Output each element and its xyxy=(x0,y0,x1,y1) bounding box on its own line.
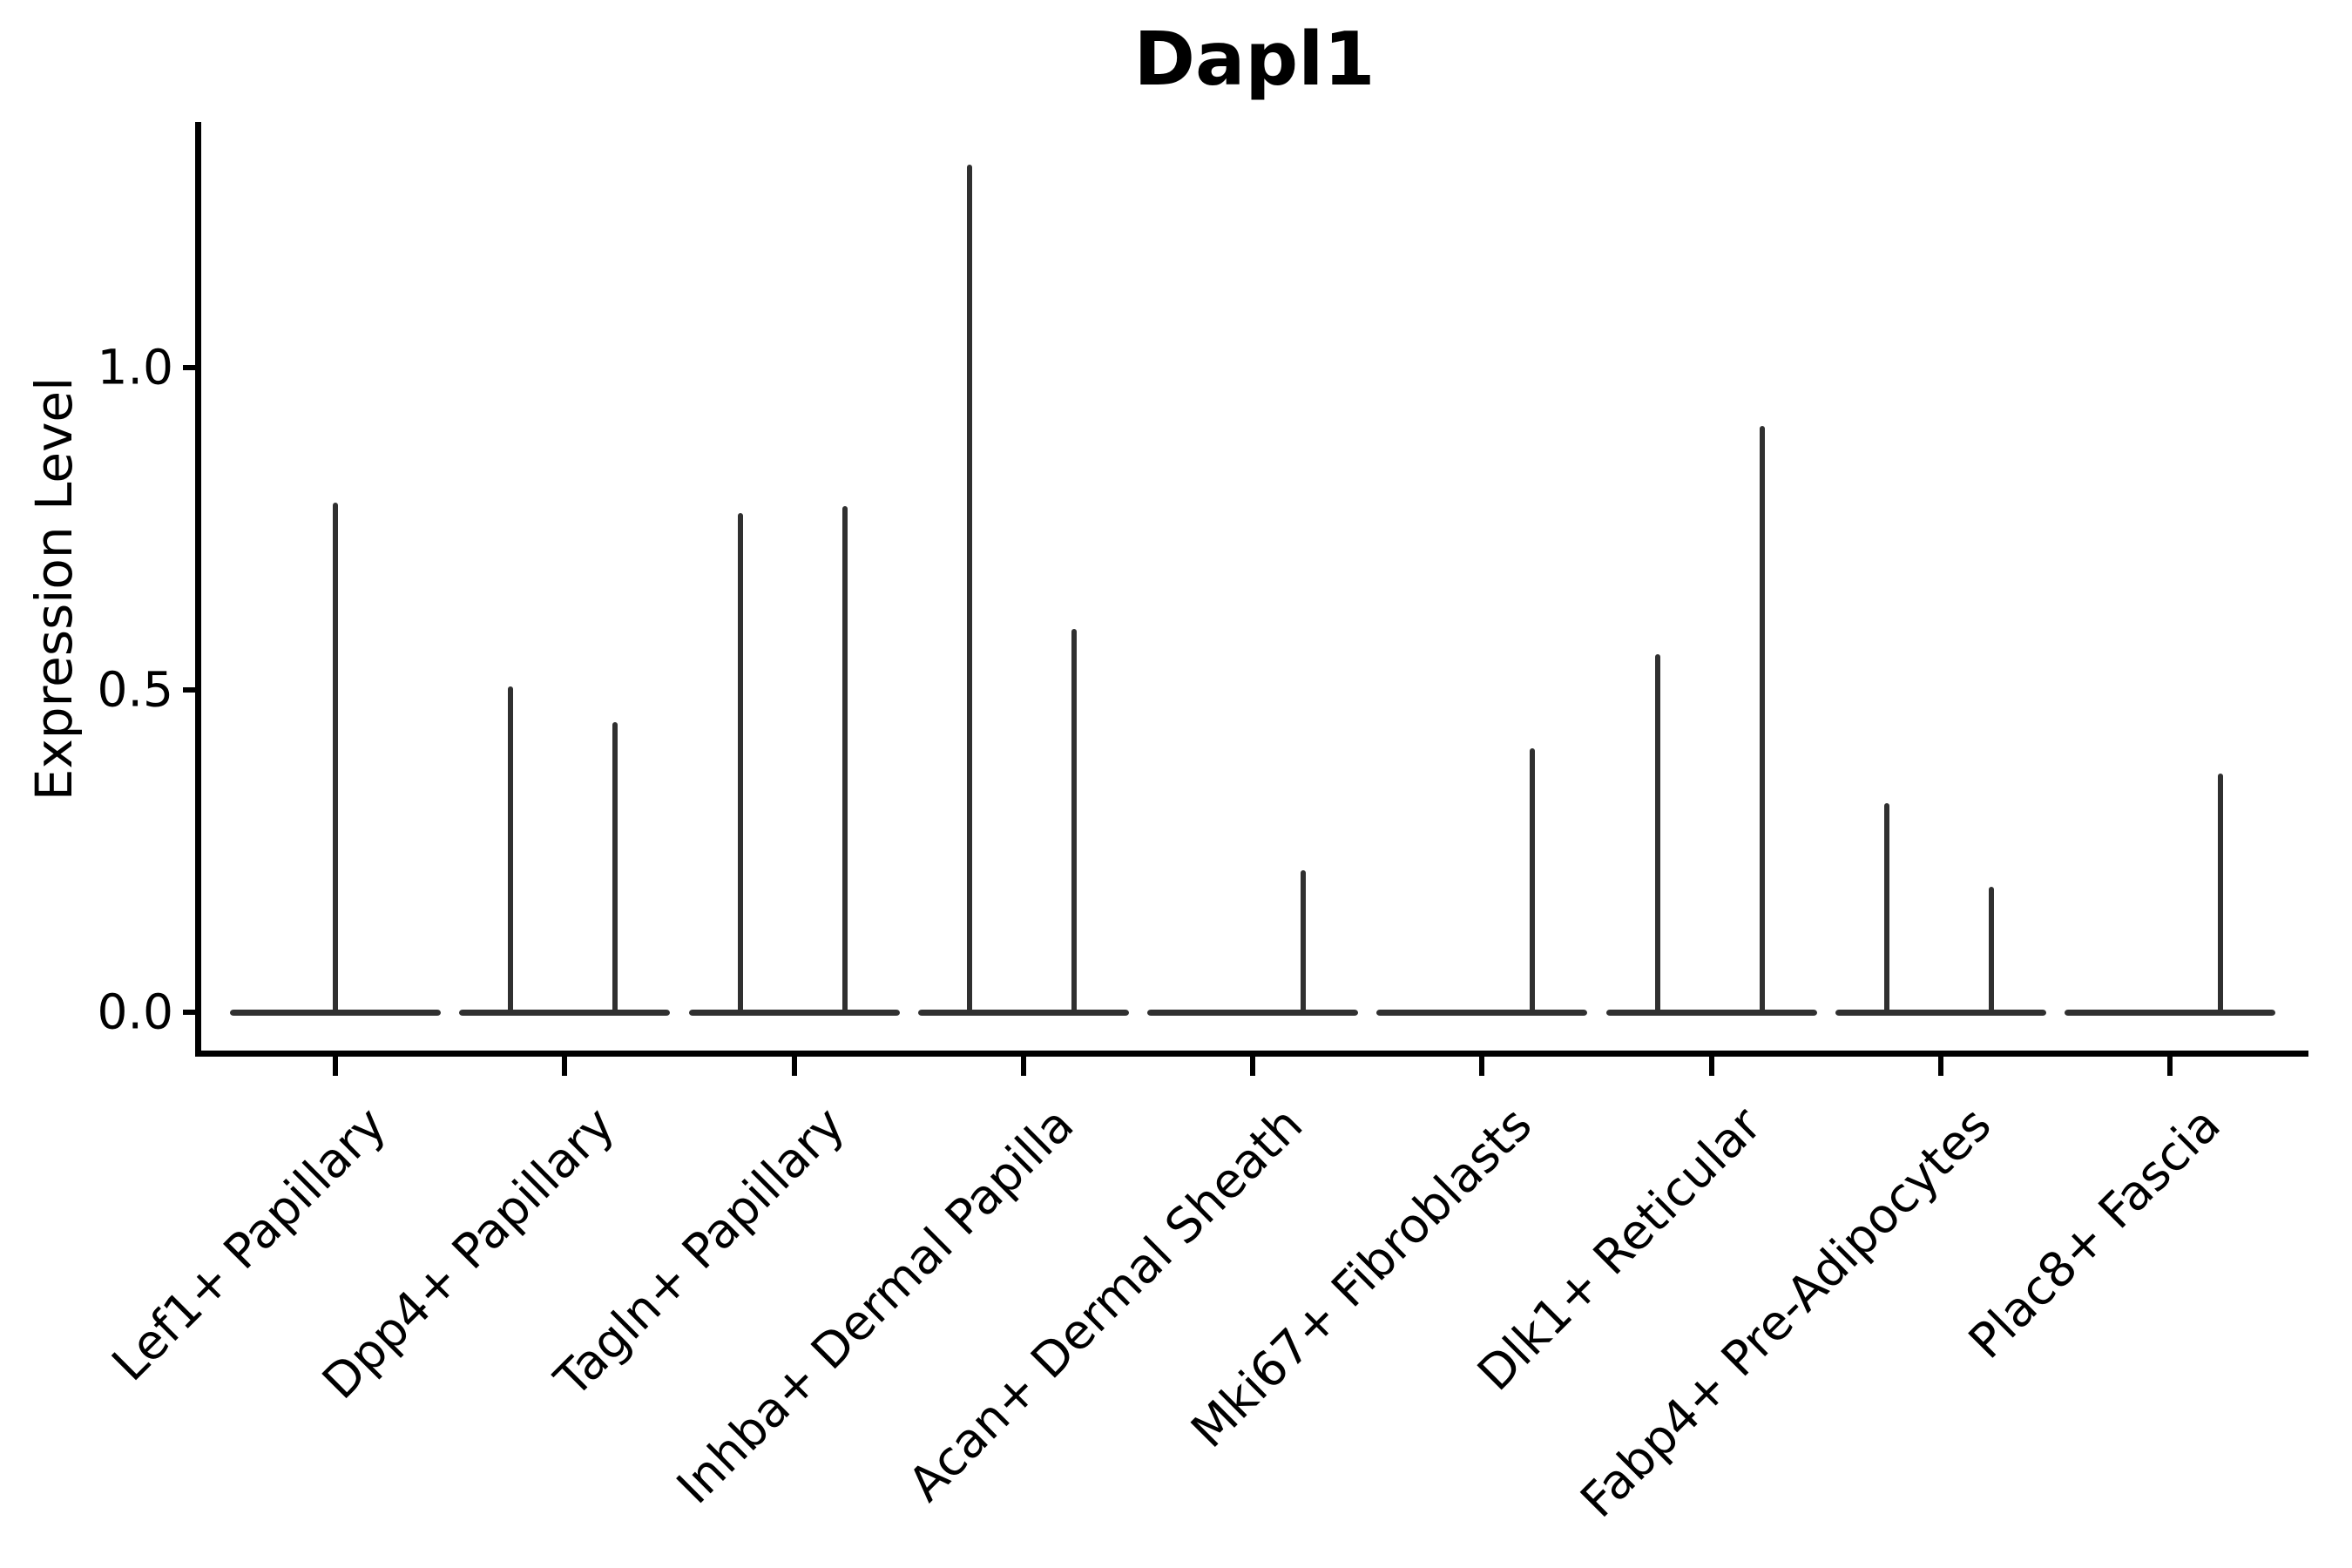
violin-spike xyxy=(2218,774,2223,1015)
y-tick-label: 0.0 xyxy=(97,983,173,1040)
violin-baseline xyxy=(1376,1009,1588,1016)
violin-spike xyxy=(841,506,848,1015)
violin-baseline xyxy=(1835,1009,2046,1016)
violin-spike xyxy=(1988,886,1994,1015)
x-tick-mark xyxy=(1020,1051,1026,1076)
x-tick-mark xyxy=(1479,1051,1485,1076)
violin-spike xyxy=(737,512,743,1015)
violin-baseline xyxy=(2065,1009,2275,1016)
violin-spike xyxy=(508,686,514,1015)
violin-spike xyxy=(966,164,972,1015)
x-tick-mark xyxy=(1250,1051,1255,1076)
x-tick-mark xyxy=(1708,1051,1714,1076)
violin-baseline xyxy=(1147,1009,1358,1016)
x-tick-label: Inhba+ Dermal Papilla xyxy=(666,1096,1085,1515)
violin-spike xyxy=(333,503,338,1015)
x-tick-label: Plac8+ Fascia xyxy=(1957,1096,2231,1369)
x-tick-label: Fabp4+ Pre-Adipocytes xyxy=(1569,1096,2002,1529)
violin-baseline xyxy=(459,1009,671,1016)
violin-baseline xyxy=(688,1009,900,1016)
chart-title: Dapl1 xyxy=(1133,17,1375,103)
y-tick-mark xyxy=(183,365,199,370)
violin-spike xyxy=(1301,870,1306,1015)
violin-spike xyxy=(612,722,618,1015)
y-tick-label: 1.0 xyxy=(97,339,173,395)
violin-spike xyxy=(1530,747,1536,1015)
x-tick-mark xyxy=(791,1051,797,1076)
violin-baseline xyxy=(1605,1009,1817,1016)
violin-baseline xyxy=(917,1009,1129,1016)
violin-spike xyxy=(1654,654,1660,1015)
x-tick-mark xyxy=(1937,1051,1943,1076)
y-axis-spine xyxy=(195,122,201,1057)
y-tick-mark xyxy=(183,687,199,693)
y-tick-label: 0.5 xyxy=(97,661,173,718)
x-tick-mark xyxy=(2167,1051,2173,1076)
x-tick-label: Acan+ Dermal Sheath xyxy=(897,1096,1314,1512)
violin-spike xyxy=(1759,425,1765,1015)
violin-spike xyxy=(1883,802,1889,1015)
y-axis-label: Expression Level xyxy=(24,376,84,801)
violin-spike xyxy=(1071,628,1077,1015)
y-tick-mark xyxy=(183,1010,199,1015)
x-tick-mark xyxy=(562,1051,568,1076)
x-tick-mark xyxy=(333,1051,338,1076)
